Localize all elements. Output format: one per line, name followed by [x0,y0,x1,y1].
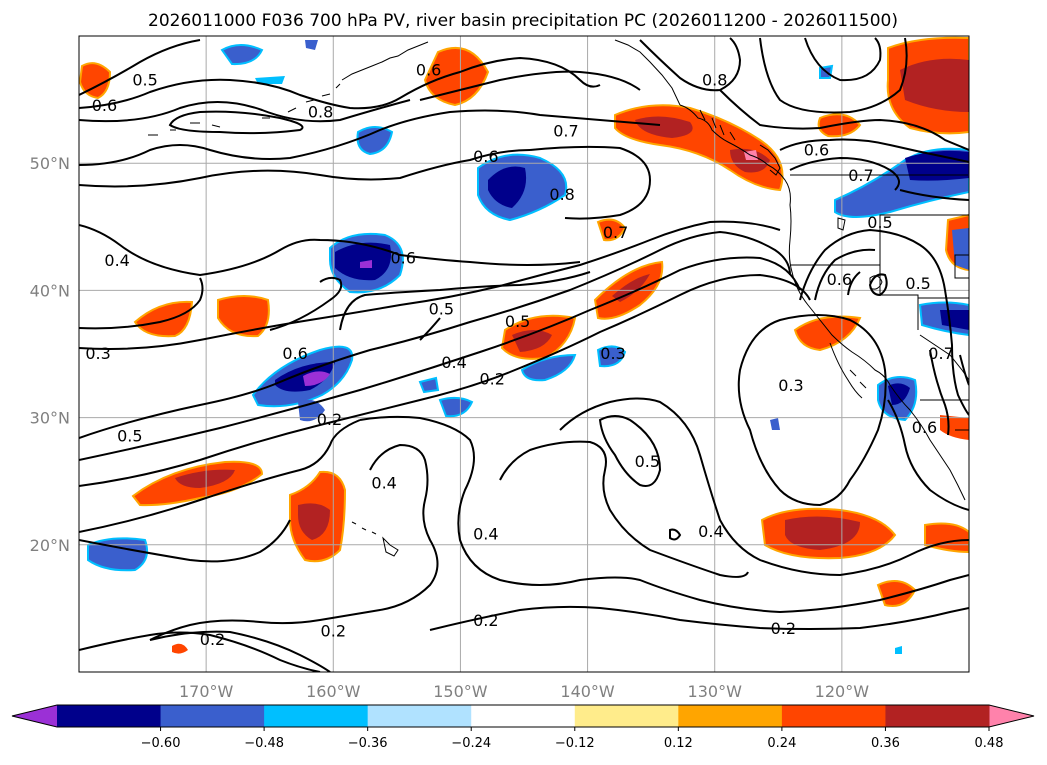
lon-tick-label: 120°W [815,682,870,701]
contour-label: 0.5 [505,312,530,331]
colorbar-max-extension [989,705,1034,727]
map-frame [78,35,970,673]
contour-label: 0.3 [600,344,625,363]
contour-label: 0.6 [912,418,937,437]
colorbar-swatch [367,705,472,727]
colorbar-swatch [160,705,265,727]
colorbar-tick-label: 0.36 [871,736,900,751]
pv-contours [79,37,969,672]
colorbar-swatch [471,705,576,727]
contour-label: 0.6 [827,270,852,289]
lon-tick-label: 170°W [179,682,234,701]
pv-contour-labels: 0.5 0.6 0.8 0.6 0.8 0.7 0.6 0.8 0.7 0.6 0.4 0.5 0.5 0… [85,60,953,649]
contour-label: 0.5 [117,427,142,446]
contour-label: 0.6 [390,249,415,268]
contour-label: 0.7 [848,166,873,185]
map-area: 0.5 0.6 0.8 0.6 0.8 0.7 0.6 0.8 0.7 0.6 0.4 0.5 0.5 0… [79,36,969,672]
contour-label: 0.4 [473,525,498,544]
colorbar-swatch [781,705,886,727]
contour-label: 0.6 [416,60,441,79]
contour-label: 0.6 [804,140,829,159]
contour-label: 0.2 [317,410,342,429]
contour-label: 0.5 [867,213,892,232]
contour-label: 0.5 [132,71,157,90]
contour-label: 0.7 [928,344,953,363]
contour-label: 0.2 [771,619,796,638]
contour-label: 0.3 [85,344,110,363]
colorbar-tick-label: −0.36 [348,736,388,751]
colorbar: −0.60 −0.48 −0.36 −0.24 −0.12 0.12 0.24 0.36 0.4… [11,704,1035,751]
contour-label: 0.4 [698,522,723,541]
contour-label: 0.2 [200,630,225,649]
contour-label: 0.4 [371,474,396,493]
colorbar-min-extension [12,705,57,727]
lat-tick-label: 50°N [30,154,70,173]
graticule [79,36,969,672]
colorbar-tick-label: −0.12 [555,736,595,751]
contour-label: 0.7 [553,121,578,140]
lon-tick-label: 130°W [688,682,743,701]
contour-label: 0.6 [282,344,307,363]
contour-label: 0.8 [308,102,333,121]
contour-label: 0.2 [479,369,504,388]
lat-tick-label: 30°N [30,409,70,428]
contour-label: 0.6 [473,147,498,166]
lat-tick-label: 20°N [30,536,70,555]
contour-label: 0.6 [92,96,117,115]
colorbar-swatch [885,705,990,727]
contour-label: 0.3 [778,376,803,395]
coastlines [148,39,969,557]
longitude-tick-labels: 170°W 160°W 150°W 140°W 130°W 120°W [179,682,869,701]
lon-tick-label: 160°W [306,682,361,701]
colorbar-swatch [57,705,162,727]
contour-label: 0.2 [473,611,498,630]
latitude-tick-labels: 20°N 30°N 40°N 50°N [30,154,70,555]
colorbar-tick-label: 0.24 [767,736,796,751]
colorbar-tick-label: 0.12 [664,736,693,751]
negative-precip-areas [87,40,969,654]
colorbar-tick-label: 0.48 [975,736,1004,751]
colorbar-swatch [264,705,369,727]
colorbar-tick-label: −0.60 [141,736,181,751]
lat-tick-label: 40°N [30,281,70,300]
contour-label: 0.5 [429,299,454,318]
contour-label: 0.8 [549,185,574,204]
colorbar-tick-label: −0.48 [244,736,284,751]
colorbar-swatch [574,705,679,727]
contour-label: 0.4 [104,251,129,270]
contour-label: 0.5 [635,452,660,471]
contour-label: 0.5 [905,274,930,293]
contour-label: 0.4 [441,353,466,372]
contour-label: 0.2 [321,621,346,640]
contour-label: 0.8 [702,71,727,90]
colorbar-swatch [678,705,783,727]
colorbar-tick-label: −0.24 [451,736,491,751]
contour-label: 0.7 [603,223,628,242]
lon-tick-label: 140°W [560,682,615,701]
colorbar-outline [11,704,1035,728]
lon-tick-label: 150°W [433,682,488,701]
map-title: 2026011000 F036 700 hPa PV, river basin … [148,11,898,31]
